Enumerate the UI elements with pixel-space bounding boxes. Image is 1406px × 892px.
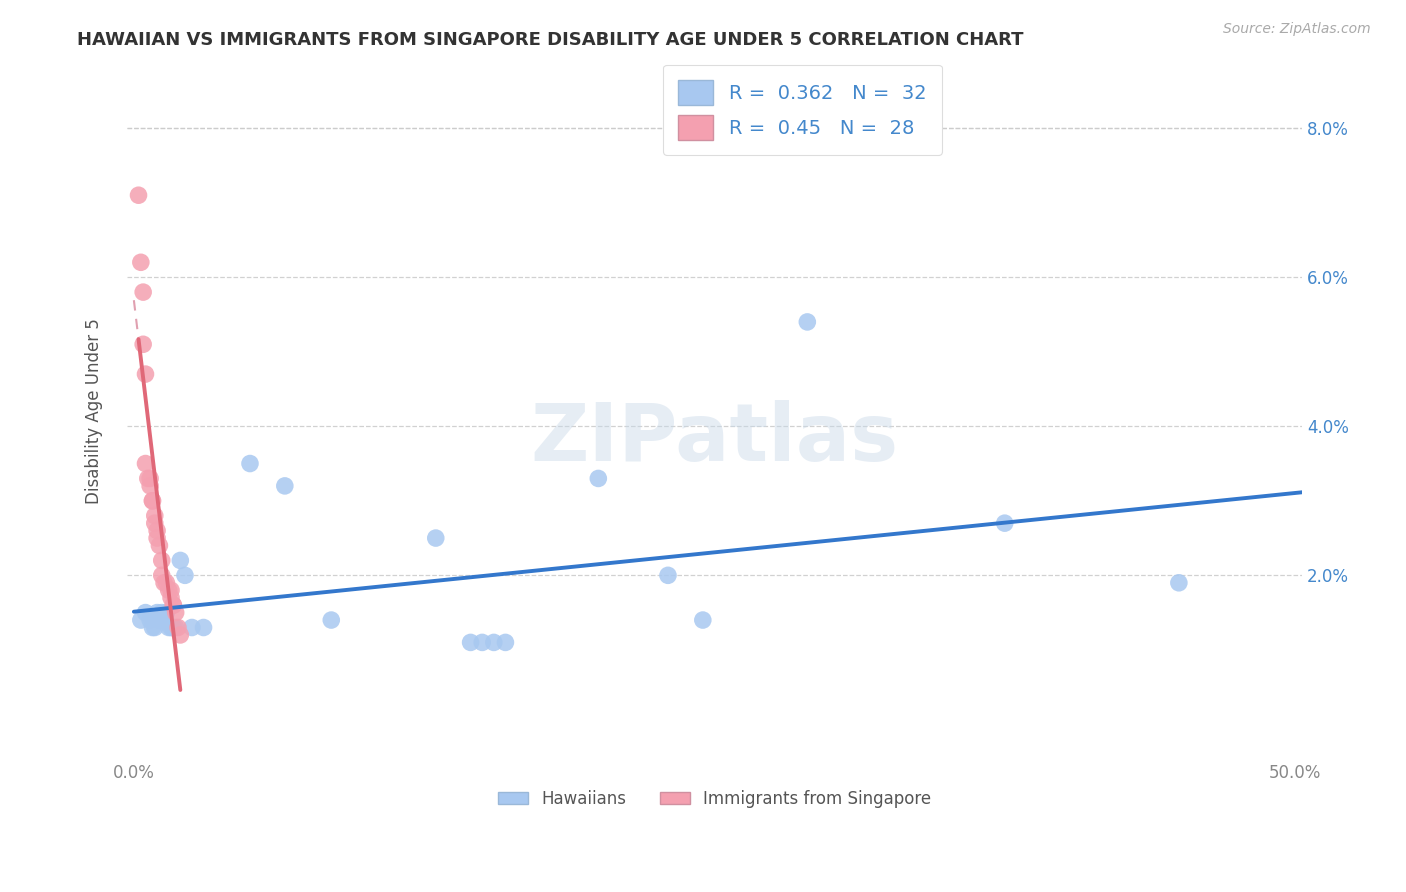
- Point: [146, 524, 169, 538]
- Point: [425, 531, 447, 545]
- Y-axis label: Disability Age Under 5: Disability Age Under 5: [86, 318, 103, 504]
- Point: [588, 471, 610, 485]
- Point: [193, 620, 215, 634]
- Point: [155, 575, 177, 590]
- Point: [692, 613, 714, 627]
- Text: HAWAIIAN VS IMMIGRANTS FROM SINGAPORE DISABILITY AGE UNDER 5 CORRELATION CHART: HAWAIIAN VS IMMIGRANTS FROM SINGAPORE DI…: [77, 31, 1024, 49]
- Point: [129, 255, 152, 269]
- Point: [143, 508, 166, 523]
- Point: [134, 367, 156, 381]
- Point: [460, 635, 482, 649]
- Point: [1167, 575, 1189, 590]
- Point: [132, 337, 155, 351]
- Point: [494, 635, 516, 649]
- Point: [139, 479, 162, 493]
- Point: [157, 583, 180, 598]
- Legend: Hawaiians, Immigrants from Singapore: Hawaiians, Immigrants from Singapore: [491, 783, 938, 814]
- Point: [150, 568, 173, 582]
- Point: [162, 598, 184, 612]
- Point: [471, 635, 494, 649]
- Point: [274, 479, 297, 493]
- Point: [165, 620, 187, 634]
- Point: [994, 516, 1017, 531]
- Point: [181, 620, 204, 634]
- Point: [141, 493, 163, 508]
- Point: [657, 568, 679, 582]
- Point: [146, 531, 169, 545]
- Point: [167, 620, 190, 634]
- Point: [139, 613, 162, 627]
- Point: [169, 628, 191, 642]
- Point: [153, 575, 176, 590]
- Point: [139, 471, 162, 485]
- Point: [129, 613, 152, 627]
- Point: [128, 188, 150, 202]
- Point: [160, 620, 183, 634]
- Point: [796, 315, 818, 329]
- Point: [482, 635, 505, 649]
- Point: [162, 620, 184, 634]
- Point: [160, 583, 183, 598]
- Point: [141, 493, 163, 508]
- Point: [143, 620, 166, 634]
- Point: [148, 613, 170, 627]
- Point: [134, 457, 156, 471]
- Point: [160, 591, 183, 605]
- Point: [148, 539, 170, 553]
- Point: [132, 285, 155, 299]
- Point: [150, 553, 173, 567]
- Point: [165, 606, 187, 620]
- Point: [143, 516, 166, 531]
- Text: ZIPatlas: ZIPatlas: [530, 400, 898, 478]
- Point: [150, 606, 173, 620]
- Point: [134, 606, 156, 620]
- Point: [146, 606, 169, 620]
- Point: [162, 598, 184, 612]
- Point: [239, 457, 262, 471]
- Point: [321, 613, 343, 627]
- Point: [141, 620, 163, 634]
- Point: [155, 606, 177, 620]
- Text: Source: ZipAtlas.com: Source: ZipAtlas.com: [1223, 22, 1371, 37]
- Point: [153, 613, 176, 627]
- Point: [157, 620, 180, 634]
- Point: [136, 471, 159, 485]
- Point: [174, 568, 197, 582]
- Point: [169, 553, 191, 567]
